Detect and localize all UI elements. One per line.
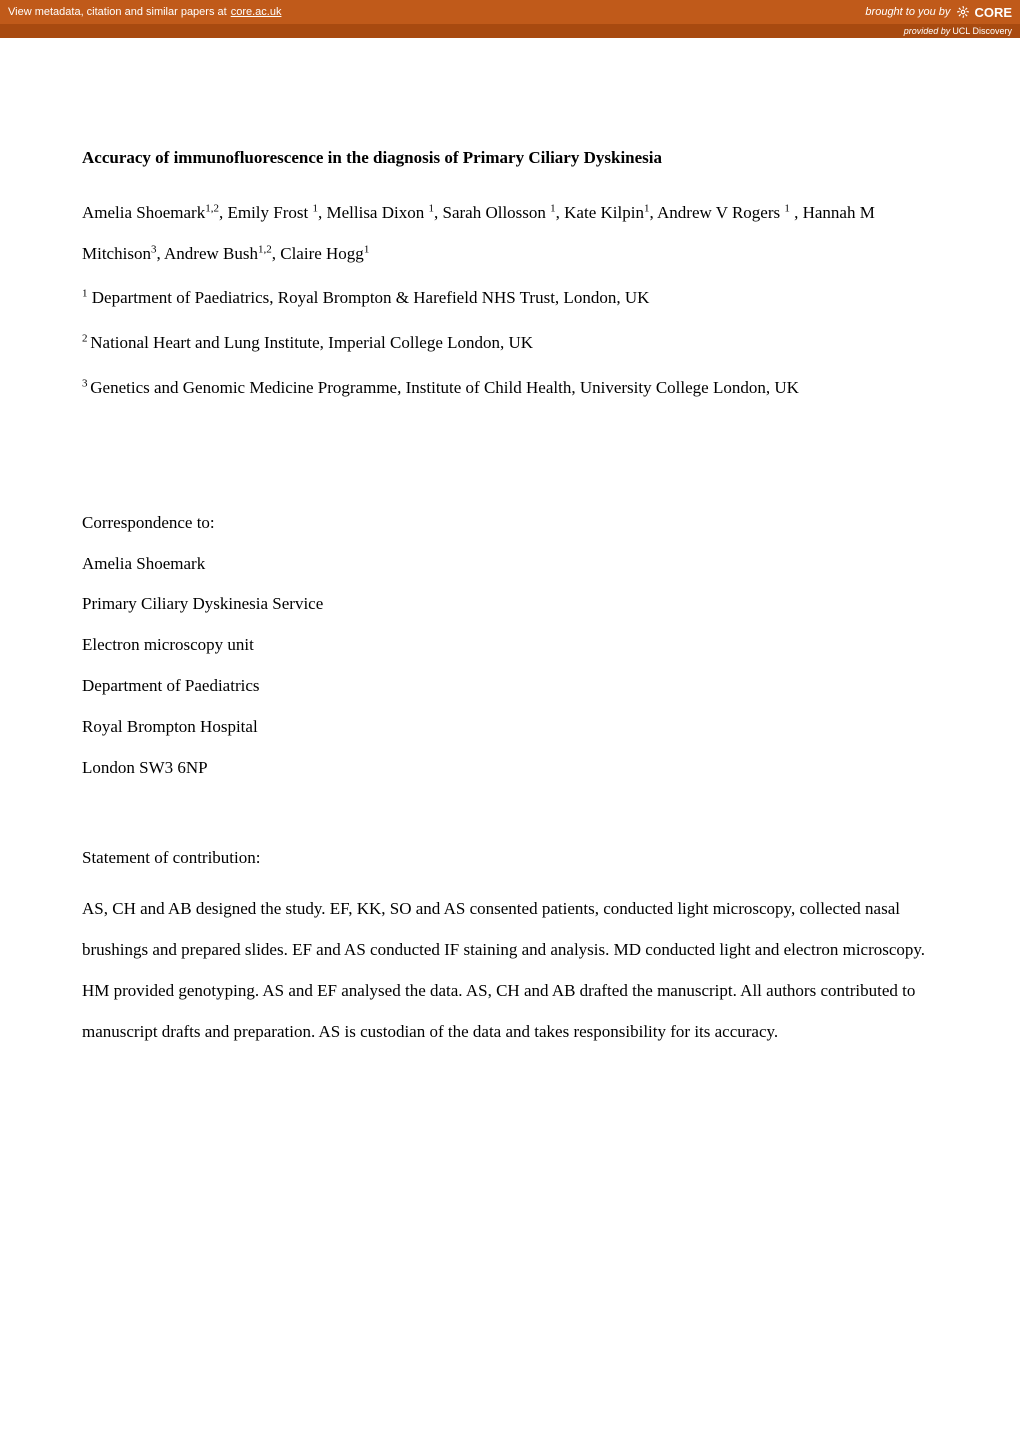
metadata-text: View metadata, citation and similar pape… bbox=[8, 6, 227, 18]
statement-heading: Statement of contribution: bbox=[82, 838, 938, 879]
banner-left: View metadata, citation and similar pape… bbox=[8, 6, 281, 18]
metadata-link[interactable]: core.ac.uk bbox=[231, 6, 282, 18]
paper-title: Accuracy of immunofluorescence in the di… bbox=[82, 138, 938, 179]
statement-body: AS, CH and AB designed the study. EF, KK… bbox=[82, 889, 938, 1052]
banner-right: brought to you by CORE bbox=[865, 5, 1012, 20]
correspondence-line: Department of Paediatrics bbox=[82, 666, 938, 707]
correspondence-line: Royal Brompton Hospital bbox=[82, 707, 938, 748]
correspondence-line: Primary Ciliary Dyskinesia Service bbox=[82, 584, 938, 625]
affiliation: 3 Genetics and Genomic Medicine Programm… bbox=[82, 368, 938, 409]
core-banner: View metadata, citation and similar pape… bbox=[0, 0, 1020, 24]
core-icon bbox=[956, 5, 970, 19]
core-text: CORE bbox=[974, 5, 1012, 20]
correspondence-line: Amelia Shoemark bbox=[82, 544, 938, 585]
paper-content: Accuracy of immunofluorescence in the di… bbox=[0, 38, 1020, 1112]
correspondence-line: Electron microscopy unit bbox=[82, 625, 938, 666]
provider-name: UCL Discovery bbox=[952, 26, 1012, 36]
affiliation: 1 Department of Paediatrics, Royal Bromp… bbox=[82, 278, 938, 319]
correspondence-heading: Correspondence to: bbox=[82, 503, 938, 544]
correspondence-line: London SW3 6NP bbox=[82, 748, 938, 789]
affiliations: 1 Department of Paediatrics, Royal Bromp… bbox=[82, 278, 938, 408]
affiliation: 2 National Heart and Lung Institute, Imp… bbox=[82, 323, 938, 364]
brought-by-text: brought to you by bbox=[865, 6, 950, 18]
provided-by-text: provided by bbox=[904, 26, 951, 36]
provider-banner: provided by UCL Discovery bbox=[0, 24, 1020, 38]
author-list: Amelia Shoemark1,2, Emily Frost 1, Melli… bbox=[82, 193, 938, 275]
correspondence-block: Amelia ShoemarkPrimary Ciliary Dyskinesi… bbox=[82, 544, 938, 789]
core-logo[interactable]: CORE bbox=[956, 5, 1012, 20]
